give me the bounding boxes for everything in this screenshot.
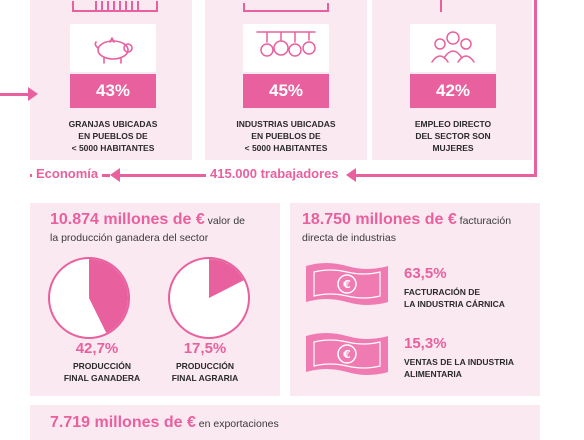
stat-caption-industries: INDUSTRIAS UBICADAS EN PUEBLOS DE < 5000… [236,119,336,153]
pie-agraria [168,257,250,339]
top-bars-icon [72,0,158,12]
connector-bottom [355,174,537,177]
pig-icon [94,37,133,64]
svg-text:€: € [342,278,351,291]
stat-percent-farms: 43% [70,74,156,108]
euro-bill-icon-2: € [306,333,388,375]
pie-percent-agraria: 17,5% [183,340,227,357]
exports-heading: 7.719 millones de € en exportaciones [50,414,279,431]
industry-caption-carnica: FACTURACIÓN DE LA INDUSTRIA CÁRNICA [404,287,505,309]
stat-caption-farms: GRANJAS UBICADAS EN PUEBLOS DE < 5000 HA… [68,119,158,153]
pie-slice-agraria [209,259,244,298]
connector-workers [118,174,210,177]
stat-percent-women: 42% [410,74,496,108]
workers-label: 415.000 trabajadores [206,166,343,181]
section-economia: Economía [32,166,103,181]
industry-caption-alimentaria: VENTAS DE LA INDUSTRIA ALIMENTARIA [404,357,515,379]
top-line-icon [440,0,442,12]
industry-heading: 18.750 millones de € facturación directa… [302,211,512,245]
stat-percent-industries: 45% [243,74,329,108]
arrow-right-icon [28,87,38,101]
connector-left [0,93,30,96]
industry-percent-alimentaria: 15,3% [404,335,447,352]
arrow-left-icon-2 [110,168,120,182]
top-frame-icon [243,0,329,12]
industry-percent-carnica: 63,5% [404,265,447,282]
industry-icon-box [243,24,329,72]
euro-bill-icon: € [306,263,388,305]
exports-box [30,405,540,440]
stat-caption-women: EMPLEO DIRECTO DEL SECTOR SON MUJERES [414,119,492,153]
women-icon [431,31,475,63]
women-icon-box [410,24,496,72]
pie-percent-ganadera: 42,7% [75,340,119,357]
farm-icon-box [70,24,156,72]
pie-slice-ganadera [89,259,129,333]
svg-text:€: € [342,348,351,361]
meat-icon [256,31,316,57]
pie-caption-ganadera: PRODUCCIÓN FINAL GANADERA [63,361,141,383]
pie-caption-agraria: PRODUCCIÓN FINAL AGRARIA [171,361,239,383]
arrow-left-icon [346,168,356,182]
production-heading: 10.874 millones de € valor de la producc… [50,211,246,245]
connector-right-vertical [534,0,537,176]
pie-ganadera [48,257,130,339]
